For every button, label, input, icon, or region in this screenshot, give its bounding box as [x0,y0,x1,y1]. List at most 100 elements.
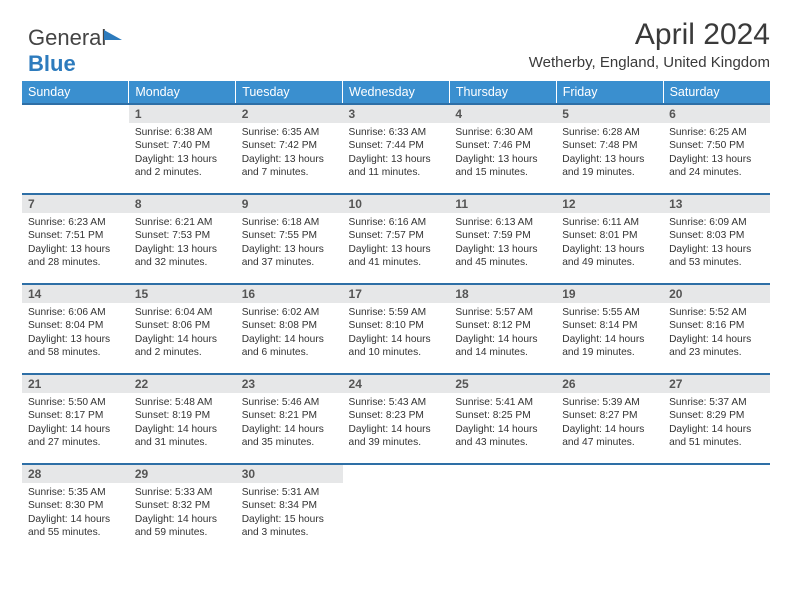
header: April 2024 Wetherby, England, United Kin… [22,18,770,71]
calendar-day-cell [449,464,556,554]
logo-triangle-icon [104,30,122,40]
calendar-day-cell: 13Sunrise: 6:09 AMSunset: 8:03 PMDayligh… [663,194,770,284]
day-info: Sunrise: 6:33 AMSunset: 7:44 PMDaylight:… [343,123,450,182]
day-info: Sunrise: 6:09 AMSunset: 8:03 PMDaylight:… [663,213,770,272]
day-number: 17 [343,285,450,303]
calendar-day-cell: 20Sunrise: 5:52 AMSunset: 8:16 PMDayligh… [663,284,770,374]
weekday-header: Thursday [449,81,556,104]
day-info: Sunrise: 5:55 AMSunset: 8:14 PMDaylight:… [556,303,663,362]
day-info: Sunrise: 6:06 AMSunset: 8:04 PMDaylight:… [22,303,129,362]
logo-text-blue: Blue [28,51,76,76]
calendar-day-cell: 4Sunrise: 6:30 AMSunset: 7:46 PMDaylight… [449,104,556,194]
day-info: Sunrise: 5:50 AMSunset: 8:17 PMDaylight:… [22,393,129,452]
weekday-header: Sunday [22,81,129,104]
logo: General Blue [28,25,122,77]
day-number: 28 [22,465,129,483]
weekday-header: Wednesday [343,81,450,104]
calendar-day-cell: 23Sunrise: 5:46 AMSunset: 8:21 PMDayligh… [236,374,343,464]
calendar-day-cell: 1Sunrise: 6:38 AMSunset: 7:40 PMDaylight… [129,104,236,194]
day-info: Sunrise: 6:18 AMSunset: 7:55 PMDaylight:… [236,213,343,272]
calendar-day-cell: 9Sunrise: 6:18 AMSunset: 7:55 PMDaylight… [236,194,343,284]
day-number: 11 [449,195,556,213]
day-number: 21 [22,375,129,393]
calendar-day-cell: 7Sunrise: 6:23 AMSunset: 7:51 PMDaylight… [22,194,129,284]
day-info: Sunrise: 6:16 AMSunset: 7:57 PMDaylight:… [343,213,450,272]
day-info: Sunrise: 6:28 AMSunset: 7:48 PMDaylight:… [556,123,663,182]
day-number: 30 [236,465,343,483]
calendar-day-cell: 10Sunrise: 6:16 AMSunset: 7:57 PMDayligh… [343,194,450,284]
day-number: 2 [236,105,343,123]
day-info: Sunrise: 5:59 AMSunset: 8:10 PMDaylight:… [343,303,450,362]
day-info: Sunrise: 5:52 AMSunset: 8:16 PMDaylight:… [663,303,770,362]
calendar-day-cell: 11Sunrise: 6:13 AMSunset: 7:59 PMDayligh… [449,194,556,284]
day-info: Sunrise: 5:43 AMSunset: 8:23 PMDaylight:… [343,393,450,452]
day-info: Sunrise: 6:04 AMSunset: 8:06 PMDaylight:… [129,303,236,362]
weekday-header-row: SundayMondayTuesdayWednesdayThursdayFrid… [22,81,770,104]
calendar-day-cell: 29Sunrise: 5:33 AMSunset: 8:32 PMDayligh… [129,464,236,554]
calendar-day-cell: 5Sunrise: 6:28 AMSunset: 7:48 PMDaylight… [556,104,663,194]
calendar-week-row: 28Sunrise: 5:35 AMSunset: 8:30 PMDayligh… [22,464,770,554]
calendar-day-cell: 28Sunrise: 5:35 AMSunset: 8:30 PMDayligh… [22,464,129,554]
calendar-day-cell: 30Sunrise: 5:31 AMSunset: 8:34 PMDayligh… [236,464,343,554]
day-number: 8 [129,195,236,213]
day-info: Sunrise: 5:41 AMSunset: 8:25 PMDaylight:… [449,393,556,452]
day-number: 13 [663,195,770,213]
calendar-day-cell: 12Sunrise: 6:11 AMSunset: 8:01 PMDayligh… [556,194,663,284]
day-number: 20 [663,285,770,303]
day-info: Sunrise: 5:35 AMSunset: 8:30 PMDaylight:… [22,483,129,542]
location-text: Wetherby, England, United Kingdom [22,54,770,71]
calendar-day-cell: 27Sunrise: 5:37 AMSunset: 8:29 PMDayligh… [663,374,770,464]
day-number: 26 [556,375,663,393]
calendar-day-cell: 8Sunrise: 6:21 AMSunset: 7:53 PMDaylight… [129,194,236,284]
calendar-day-cell: 17Sunrise: 5:59 AMSunset: 8:10 PMDayligh… [343,284,450,374]
day-number: 18 [449,285,556,303]
day-number: 6 [663,105,770,123]
day-info: Sunrise: 6:38 AMSunset: 7:40 PMDaylight:… [129,123,236,182]
day-number: 5 [556,105,663,123]
calendar-week-row: 21Sunrise: 5:50 AMSunset: 8:17 PMDayligh… [22,374,770,464]
calendar-week-row: 7Sunrise: 6:23 AMSunset: 7:51 PMDaylight… [22,194,770,284]
calendar-day-cell: 18Sunrise: 5:57 AMSunset: 8:12 PMDayligh… [449,284,556,374]
weekday-header: Tuesday [236,81,343,104]
calendar-day-cell: 26Sunrise: 5:39 AMSunset: 8:27 PMDayligh… [556,374,663,464]
day-info: Sunrise: 5:37 AMSunset: 8:29 PMDaylight:… [663,393,770,452]
day-info: Sunrise: 6:30 AMSunset: 7:46 PMDaylight:… [449,123,556,182]
day-info: Sunrise: 5:31 AMSunset: 8:34 PMDaylight:… [236,483,343,542]
weekday-header: Friday [556,81,663,104]
day-info: Sunrise: 5:33 AMSunset: 8:32 PMDaylight:… [129,483,236,542]
day-info: Sunrise: 6:25 AMSunset: 7:50 PMDaylight:… [663,123,770,182]
calendar-day-cell: 22Sunrise: 5:48 AMSunset: 8:19 PMDayligh… [129,374,236,464]
day-number: 14 [22,285,129,303]
calendar-day-cell: 16Sunrise: 6:02 AMSunset: 8:08 PMDayligh… [236,284,343,374]
day-info: Sunrise: 6:23 AMSunset: 7:51 PMDaylight:… [22,213,129,272]
day-info: Sunrise: 5:46 AMSunset: 8:21 PMDaylight:… [236,393,343,452]
calendar-day-cell: 6Sunrise: 6:25 AMSunset: 7:50 PMDaylight… [663,104,770,194]
day-number: 9 [236,195,343,213]
day-info: Sunrise: 6:35 AMSunset: 7:42 PMDaylight:… [236,123,343,182]
calendar-day-cell [343,464,450,554]
day-number: 7 [22,195,129,213]
day-number: 1 [129,105,236,123]
calendar-day-cell: 25Sunrise: 5:41 AMSunset: 8:25 PMDayligh… [449,374,556,464]
day-info: Sunrise: 6:11 AMSunset: 8:01 PMDaylight:… [556,213,663,272]
calendar-day-cell: 14Sunrise: 6:06 AMSunset: 8:04 PMDayligh… [22,284,129,374]
day-number: 23 [236,375,343,393]
day-number: 19 [556,285,663,303]
calendar-day-cell: 15Sunrise: 6:04 AMSunset: 8:06 PMDayligh… [129,284,236,374]
calendar-day-cell: 21Sunrise: 5:50 AMSunset: 8:17 PMDayligh… [22,374,129,464]
day-info: Sunrise: 5:48 AMSunset: 8:19 PMDaylight:… [129,393,236,452]
day-number: 15 [129,285,236,303]
day-number: 4 [449,105,556,123]
calendar-day-cell: 19Sunrise: 5:55 AMSunset: 8:14 PMDayligh… [556,284,663,374]
calendar-day-cell [556,464,663,554]
logo-text-gray: General [28,25,106,50]
day-number: 22 [129,375,236,393]
day-info: Sunrise: 6:02 AMSunset: 8:08 PMDaylight:… [236,303,343,362]
calendar-day-cell: 24Sunrise: 5:43 AMSunset: 8:23 PMDayligh… [343,374,450,464]
day-info: Sunrise: 6:13 AMSunset: 7:59 PMDaylight:… [449,213,556,272]
day-number: 3 [343,105,450,123]
day-number: 10 [343,195,450,213]
calendar-day-cell [22,104,129,194]
weekday-header: Monday [129,81,236,104]
day-number: 24 [343,375,450,393]
